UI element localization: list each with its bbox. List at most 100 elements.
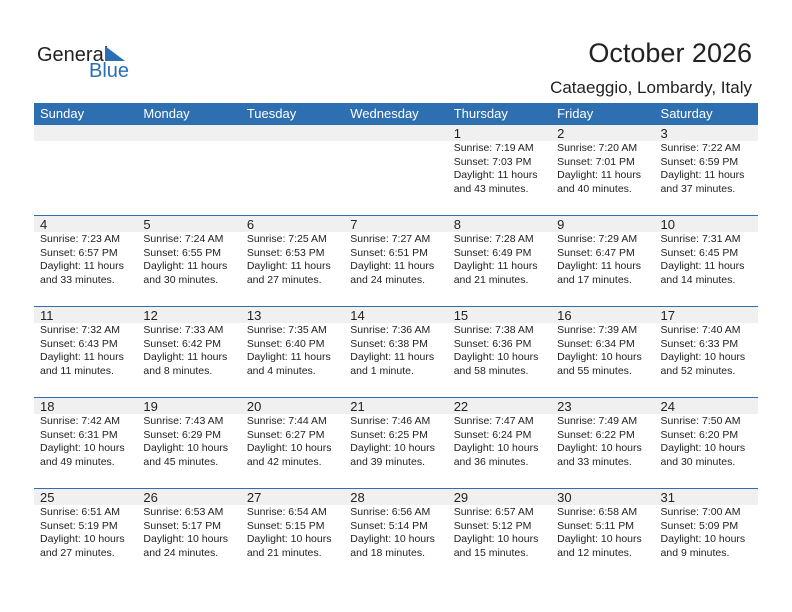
sunset-text: Sunset: 6:49 PM: [453, 246, 532, 259]
day-cell: 10 Sunrise: 7:31 AM Sunset: 6:45 PM Dayligh…: [654, 216, 758, 306]
day-info: Sunrise: 6:53 AM Sunset: 5:17 PM Daylight:…: [137, 505, 240, 560]
day-info: Sunrise: 7:00 AM Sunset: 5:09 PM Daylight:…: [655, 505, 758, 560]
day-cell: 27 Sunrise: 6:54 AM Sunset: 5:15 PM Dayligh…: [240, 489, 345, 579]
day-number: [344, 125, 448, 141]
day-info: Sunrise: 7:39 AM Sunset: 6:34 PM Daylight:…: [551, 323, 654, 378]
day-number: [137, 125, 241, 141]
sunset-text: Sunset: 6:59 PM: [660, 155, 739, 168]
sunset-text: Sunset: 6:51 PM: [350, 246, 428, 259]
day-info: Sunrise: 7:33 AM Sunset: 6:42 PM Daylight:…: [137, 323, 240, 378]
day-number: 1: [447, 125, 552, 141]
daylight-text: Daylight: 10 hours: [453, 533, 539, 545]
daylight-text: Daylight: 11 hours: [350, 351, 435, 363]
sunrise-text: Sunrise: 7:35 AM: [246, 324, 327, 336]
day-cell: 8 Sunrise: 7:28 AM Sunset: 6:49 PM Daylight…: [447, 216, 552, 306]
daylight-text: and 39 minutes.: [350, 455, 425, 468]
day-info: Sunrise: 7:49 AM Sunset: 6:22 PM Daylight:…: [551, 414, 654, 469]
day-number: 28: [344, 489, 448, 505]
sunset-text: Sunset: 6:29 PM: [143, 428, 222, 441]
day-number: 14: [344, 307, 448, 323]
sunrise-text: Sunrise: 7:36 AM: [350, 324, 431, 336]
sunrise-text: Sunrise: 6:58 AM: [557, 506, 638, 518]
empty-cell: [137, 125, 241, 215]
day-info: Sunrise: 7:20 AM Sunset: 7:01 PM Daylight:…: [551, 141, 654, 196]
day-cell: 30 Sunrise: 6:58 AM Sunset: 5:11 PM Dayligh…: [551, 489, 655, 579]
daylight-text: Daylight: 10 hours: [40, 533, 125, 545]
daylight-text: Daylight: 11 hours: [557, 260, 641, 272]
sunset-text: Sunset: 6:47 PM: [557, 246, 635, 259]
daylight-text: Daylight: 10 hours: [40, 442, 125, 454]
day-info: Sunrise: 6:54 AM Sunset: 5:15 PM Daylight:…: [241, 505, 344, 560]
week-row: 18 Sunrise: 7:42 AM Sunset: 6:31 PM Dayligh…: [34, 397, 758, 488]
daylight-text: and 42 minutes.: [246, 455, 322, 468]
daylight-text: and 8 minutes.: [143, 364, 213, 377]
sunrise-text: Sunrise: 7:39 AM: [557, 324, 638, 336]
daylight-text: and 14 minutes.: [660, 273, 736, 286]
daylight-text: and 24 minutes.: [143, 546, 219, 559]
daylight-text: and 49 minutes.: [40, 455, 115, 468]
daylight-text: and 15 minutes.: [453, 546, 529, 559]
daylight-text: Daylight: 11 hours: [557, 169, 641, 181]
daylight-text: Daylight: 11 hours: [143, 260, 228, 272]
sunset-text: Sunset: 6:34 PM: [557, 337, 635, 350]
daylight-text: Daylight: 11 hours: [246, 351, 331, 363]
day-number: 25: [34, 489, 138, 505]
sunset-text: Sunset: 6:24 PM: [453, 428, 532, 441]
sunset-text: Sunset: 6:38 PM: [350, 337, 428, 350]
daylight-text: Daylight: 10 hours: [453, 351, 539, 363]
weekday-thursday: Thursday: [453, 106, 508, 121]
week-row: 4 Sunrise: 7:23 AM Sunset: 6:57 PM Daylight…: [34, 215, 758, 306]
sunset-text: Sunset: 6:53 PM: [246, 246, 325, 259]
daylight-text: and 30 minutes.: [143, 273, 219, 286]
daylight-text: and 36 minutes.: [453, 455, 529, 468]
day-info: Sunrise: 6:51 AM Sunset: 5:19 PM Daylight:…: [34, 505, 137, 560]
day-number: 7: [344, 216, 448, 232]
day-number: 11: [34, 307, 138, 323]
day-cell: 19 Sunrise: 7:43 AM Sunset: 6:29 PM Dayligh…: [137, 398, 241, 488]
sunrise-text: Sunrise: 7:47 AM: [453, 415, 534, 427]
sunset-text: Sunset: 6:42 PM: [143, 337, 222, 350]
sunrise-text: Sunrise: 7:22 AM: [660, 142, 741, 154]
day-number: 26: [137, 489, 241, 505]
day-number: 16: [551, 307, 655, 323]
daylight-text: and 33 minutes.: [40, 273, 115, 286]
day-number: 17: [654, 307, 758, 323]
daylight-text: Daylight: 10 hours: [453, 442, 539, 454]
daylight-text: and 9 minutes.: [660, 546, 730, 559]
empty-cell: [240, 125, 345, 215]
daylight-text: and 58 minutes.: [453, 364, 529, 377]
daylight-text: Daylight: 11 hours: [453, 169, 538, 181]
sunset-text: Sunset: 6:25 PM: [350, 428, 428, 441]
daylight-text: Daylight: 10 hours: [246, 533, 332, 545]
day-cell: 23 Sunrise: 7:49 AM Sunset: 6:22 PM Dayligh…: [551, 398, 655, 488]
daylight-text: and 17 minutes.: [557, 273, 632, 286]
sunrise-text: Sunrise: 6:57 AM: [453, 506, 534, 518]
daylight-text: and 55 minutes.: [557, 364, 632, 377]
daylight-text: and 1 minute.: [350, 364, 414, 377]
day-number: [34, 125, 138, 141]
daylight-text: and 27 minutes.: [40, 546, 115, 559]
weekday-tuesday: Tuesday: [246, 106, 297, 121]
day-info: Sunrise: 7:38 AM Sunset: 6:36 PM Daylight:…: [448, 323, 551, 378]
day-info: Sunrise: 7:47 AM Sunset: 6:24 PM Daylight:…: [448, 414, 551, 469]
sunset-text: Sunset: 6:31 PM: [40, 428, 118, 441]
day-info: Sunrise: 7:36 AM Sunset: 6:38 PM Daylight:…: [344, 323, 447, 378]
weekday-header: Sunday Monday Tuesday Wednesday Thursday Frid…: [34, 103, 758, 125]
day-number: 19: [137, 398, 241, 414]
day-cell: 9 Sunrise: 7:29 AM Sunset: 6:47 PM Daylight…: [551, 216, 655, 306]
sunset-text: Sunset: 7:03 PM: [453, 155, 532, 168]
sunset-text: Sunset: 6:57 PM: [40, 246, 118, 259]
daylight-text: Daylight: 10 hours: [350, 533, 435, 545]
weekday-friday: Friday: [557, 106, 594, 121]
day-cell: 7 Sunrise: 7:27 AM Sunset: 6:51 PM Daylight…: [344, 216, 448, 306]
day-info: Sunrise: 7:35 AM Sunset: 6:40 PM Daylight:…: [241, 323, 344, 378]
daylight-text: Daylight: 11 hours: [40, 260, 124, 272]
page-title: October 2026: [588, 38, 752, 68]
weekday-wednesday: Wednesday: [350, 106, 419, 121]
logo-triangle-icon: [105, 46, 125, 61]
sunset-text: Sunset: 5:11 PM: [557, 519, 634, 532]
daylight-text: and 4 minutes.: [246, 364, 316, 377]
day-cell: 4 Sunrise: 7:23 AM Sunset: 6:57 PM Daylight…: [34, 216, 138, 306]
daylight-text: and 18 minutes.: [350, 546, 425, 559]
